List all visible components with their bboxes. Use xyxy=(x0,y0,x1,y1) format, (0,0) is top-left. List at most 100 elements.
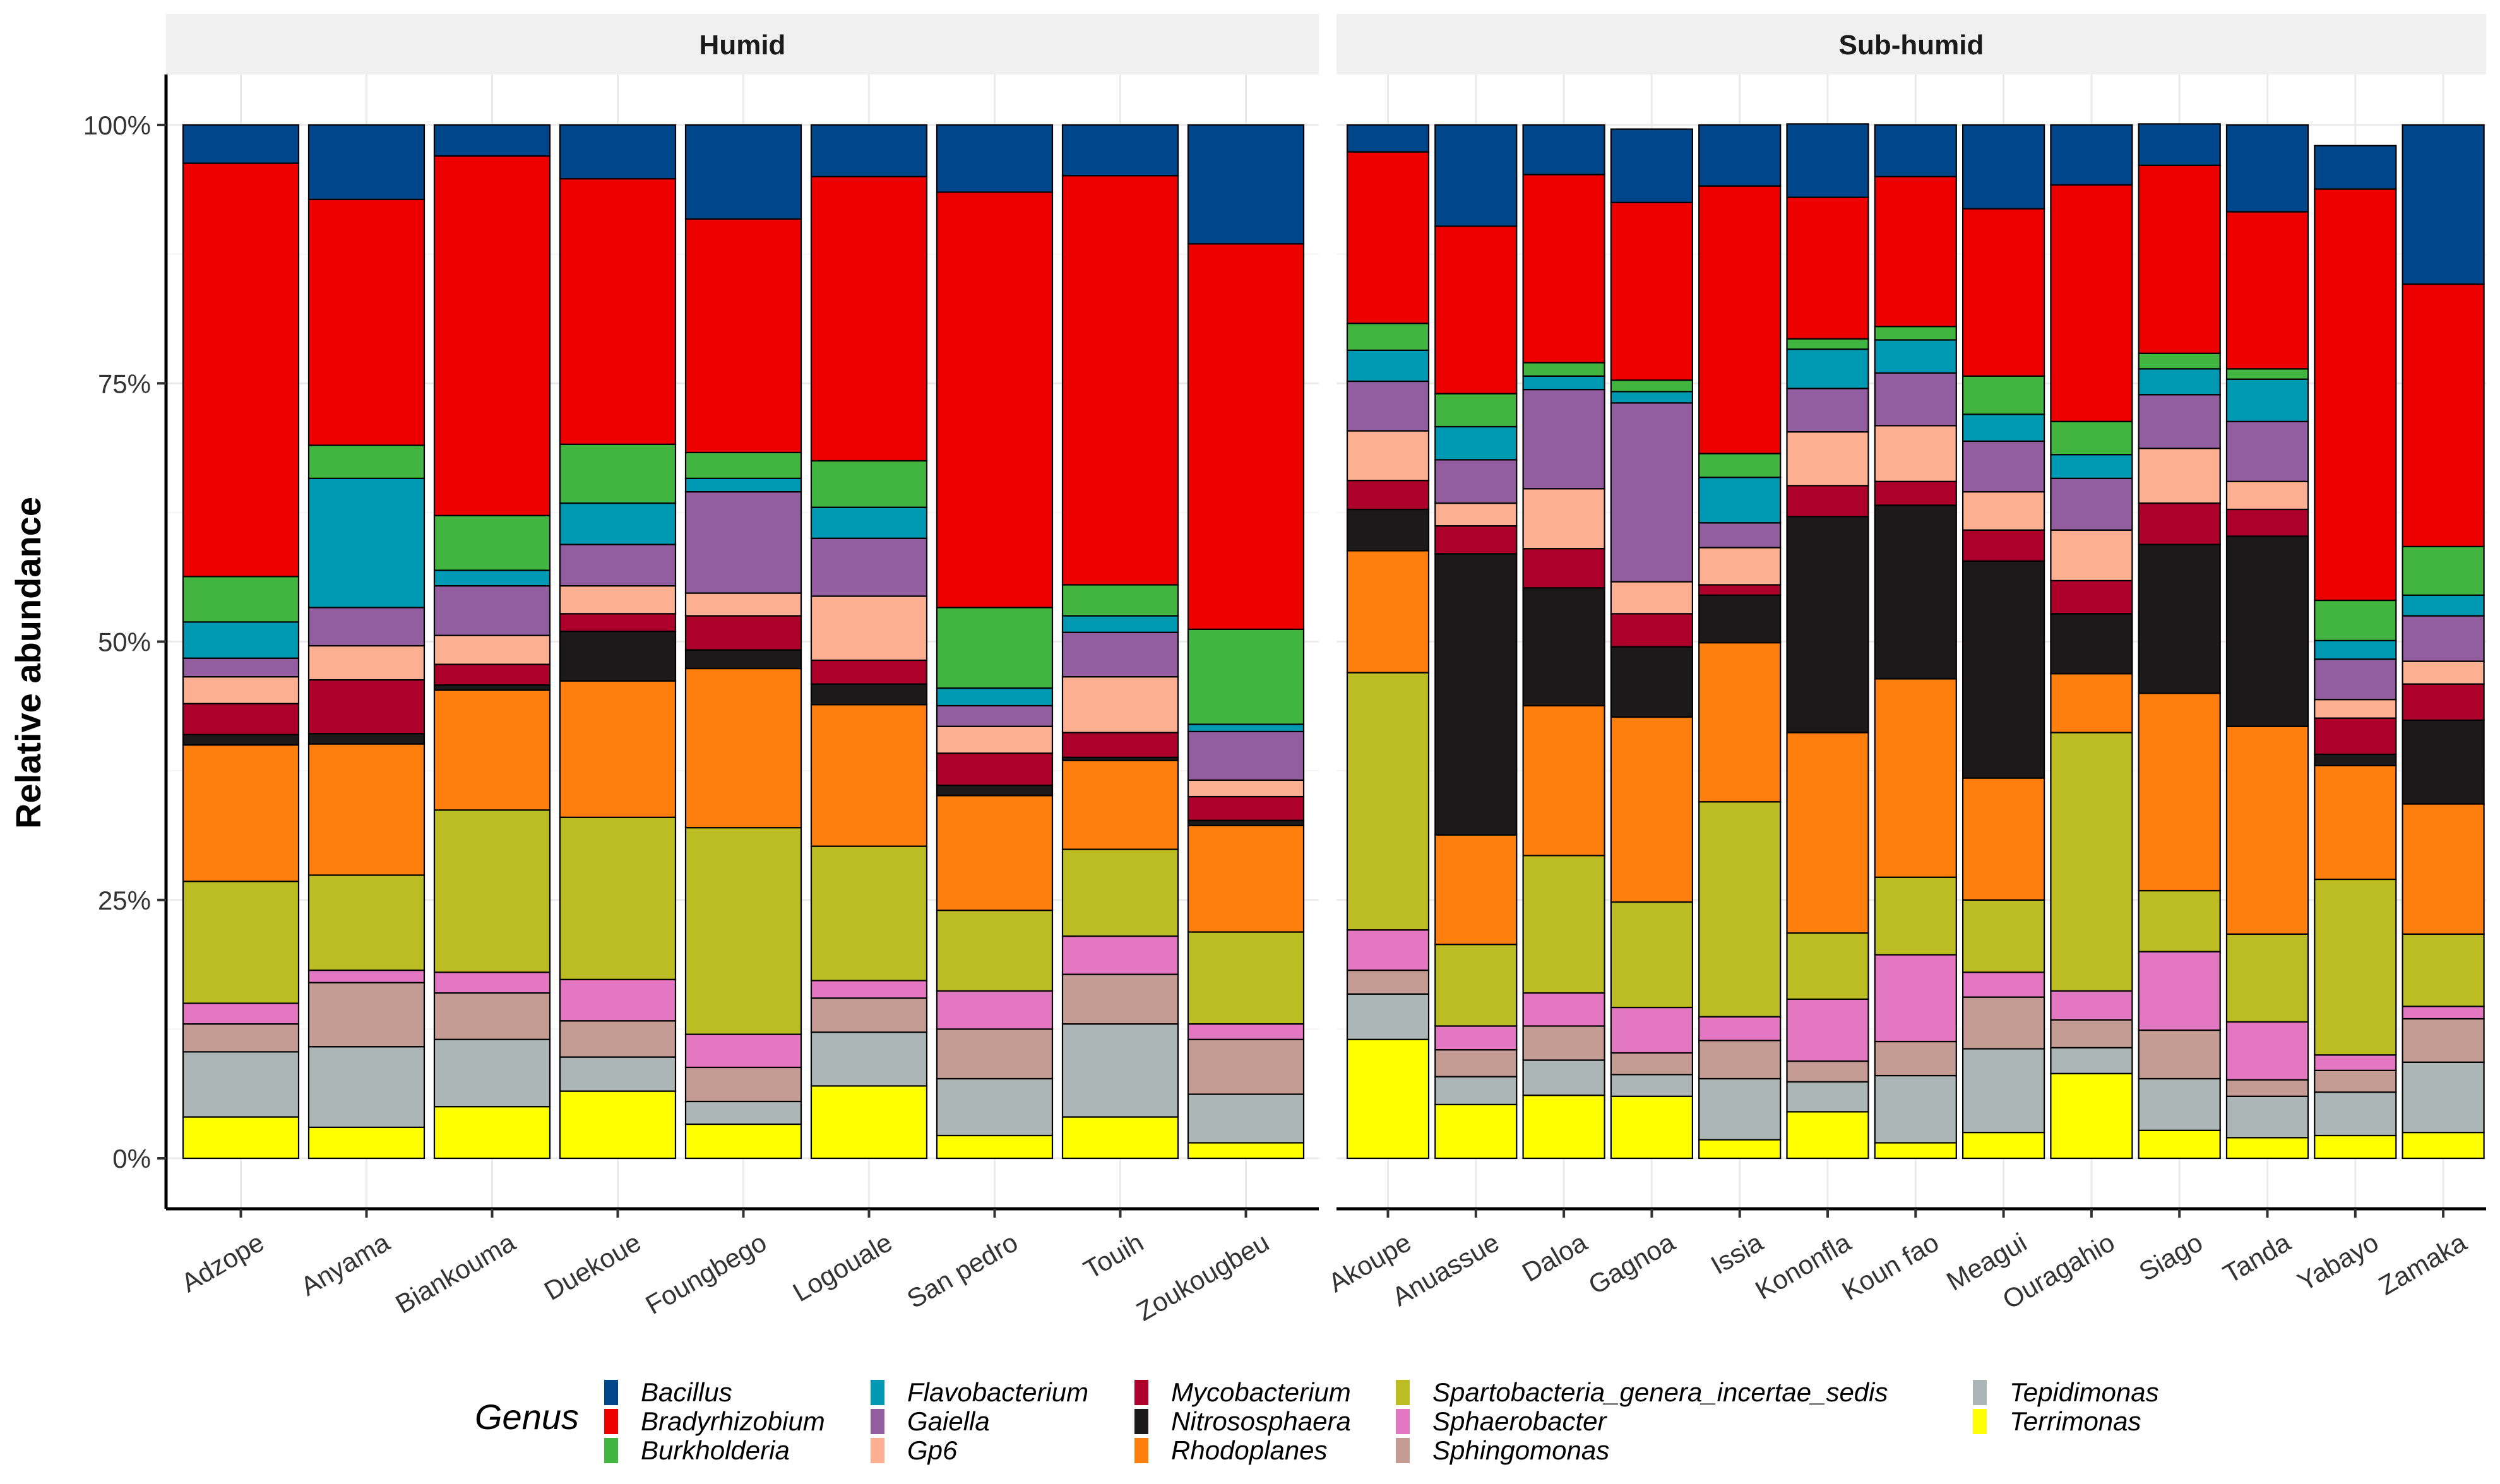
segment-tepidimonas xyxy=(2225,1095,2309,1139)
segment-mycobacterium xyxy=(1434,525,1518,555)
segment-bradyrhizobium xyxy=(2050,184,2133,422)
segment-bacillus xyxy=(307,124,426,200)
strip-sub-humid xyxy=(1336,14,2486,74)
segment-gaiella xyxy=(2402,615,2485,662)
bar-yabayo xyxy=(2314,145,2397,1160)
x-tick-label-duekoue: Duekoue xyxy=(539,1227,646,1306)
segment-spartobacteria-genera-incertae-sedis xyxy=(1962,899,2045,973)
segment-rhodoplanes xyxy=(2138,692,2221,892)
x-tick-label-issia: Issia xyxy=(1706,1227,1768,1280)
segment-tepidimonas xyxy=(2138,1077,2221,1131)
segment-burkholderia xyxy=(1610,379,1693,393)
segment-bacillus xyxy=(1698,124,1782,187)
segment-tepidimonas xyxy=(559,1056,677,1092)
x-tick-label-tanda: Tanda xyxy=(2218,1227,2295,1289)
segment-bacillus xyxy=(433,124,551,157)
segment-nitrososphaera xyxy=(2050,613,2133,675)
strip-label-sub-humid: Sub-humid xyxy=(1839,30,1984,61)
segment-mycobacterium xyxy=(433,663,551,686)
bars-humid xyxy=(182,124,1305,1160)
segment-sphaerobacter xyxy=(2225,1021,2309,1081)
segment-rhodoplanes xyxy=(1061,759,1179,850)
segment-bacillus xyxy=(1346,124,1430,153)
segment-rhodoplanes xyxy=(1786,732,1869,934)
segment-sphaerobacter xyxy=(1962,971,2045,998)
y-tick-label: 50% xyxy=(98,627,151,657)
segment-gaiella xyxy=(1522,388,1605,490)
segment-tepidimonas xyxy=(1698,1077,1782,1141)
segment-gp6 xyxy=(684,592,802,617)
segment-sphaerobacter xyxy=(1698,1016,1782,1042)
legend-key-tepidimonas xyxy=(1973,1380,1987,1405)
segment-terrimonas xyxy=(1522,1095,1605,1160)
segment-gp6 xyxy=(936,725,1054,754)
segment-terrimonas xyxy=(810,1085,928,1160)
segment-terrimonas xyxy=(1610,1095,1693,1160)
segment-mycobacterium xyxy=(2314,717,2397,756)
legend-label-rhodoplanes: Rhodoplanes xyxy=(1171,1435,1328,1465)
segment-sphaerobacter xyxy=(1874,954,1957,1043)
segment-nitrososphaera xyxy=(1962,560,2045,779)
segment-bradyrhizobium xyxy=(559,178,677,445)
segment-gaiella xyxy=(1874,372,1957,427)
segment-nitrososphaera xyxy=(684,649,802,670)
segment-sphingomonas xyxy=(684,1066,802,1103)
segment-sphingomonas xyxy=(1061,973,1179,1025)
segment-tepidimonas xyxy=(1962,1048,2045,1134)
segment-spartobacteria-genera-incertae-sedis xyxy=(559,816,677,980)
segment-gaiella xyxy=(2225,420,2309,482)
segment-burkholderia xyxy=(307,444,426,479)
segment-sphingomonas xyxy=(2050,1019,2133,1048)
segment-bacillus xyxy=(1962,124,2045,210)
segment-bacillus xyxy=(1786,123,1869,198)
strip-humid xyxy=(166,14,1319,74)
segment-mycobacterium xyxy=(936,752,1054,787)
segment-spartobacteria-genera-incertae-sedis xyxy=(1698,801,1782,1018)
segment-terrimonas xyxy=(1698,1139,1782,1160)
segment-tepidimonas xyxy=(1522,1059,1605,1096)
segment-bradyrhizobium xyxy=(1061,175,1179,586)
segment-tepidimonas xyxy=(2402,1061,2485,1134)
segment-rhodoplanes xyxy=(307,743,426,876)
segment-tepidimonas xyxy=(936,1077,1054,1137)
segment-flavobacterium xyxy=(1434,425,1518,461)
segment-flavobacterium xyxy=(307,477,426,608)
segment-gaiella xyxy=(936,704,1054,727)
segment-sphingomonas xyxy=(1610,1052,1693,1076)
bar-koun-fao xyxy=(1874,124,1957,1160)
segment-tepidimonas xyxy=(810,1031,928,1087)
bar-san-pedro xyxy=(936,124,1054,1160)
bar-meagui xyxy=(1962,124,2045,1160)
segment-terrimonas xyxy=(936,1134,1054,1160)
segment-nitrososphaera xyxy=(182,733,300,746)
segment-gaiella xyxy=(2138,394,2221,449)
segment-nitrososphaera xyxy=(1187,819,1305,826)
segment-sphaerobacter xyxy=(684,1033,802,1069)
segment-tepidimonas xyxy=(1061,1023,1179,1118)
segment-terrimonas xyxy=(559,1090,677,1160)
segment-bradyrhizobium xyxy=(1610,201,1693,381)
segment-rhodoplanes xyxy=(1698,642,1782,803)
segment-bacillus xyxy=(684,124,802,220)
legend-key-rhodoplanes xyxy=(1134,1438,1148,1463)
segment-gaiella xyxy=(1786,388,1869,433)
legend-key-bradyrhizobium xyxy=(604,1409,618,1434)
segment-sphaerobacter xyxy=(2314,1054,2397,1071)
segment-gp6 xyxy=(182,676,300,704)
segment-gp6 xyxy=(2402,660,2485,685)
segment-sphingomonas xyxy=(2314,1069,2397,1093)
segment-spartobacteria-genera-incertae-sedis xyxy=(936,910,1054,992)
segment-sphaerobacter xyxy=(1522,992,1605,1027)
segment-sphingomonas xyxy=(433,992,551,1040)
bar-adzope xyxy=(182,124,300,1160)
segment-burkholderia xyxy=(1698,453,1782,478)
segment-burkholderia xyxy=(2050,420,2133,456)
segment-flavobacterium xyxy=(433,569,551,587)
segment-spartobacteria-genera-incertae-sedis xyxy=(307,874,426,971)
segment-sphaerobacter xyxy=(433,971,551,994)
segment-nitrososphaera xyxy=(1874,504,1957,680)
segment-burkholderia xyxy=(559,443,677,504)
segment-spartobacteria-genera-incertae-sedis xyxy=(810,845,928,982)
segment-nitrososphaera xyxy=(1522,587,1605,707)
legend-label-gp6: Gp6 xyxy=(907,1435,958,1465)
